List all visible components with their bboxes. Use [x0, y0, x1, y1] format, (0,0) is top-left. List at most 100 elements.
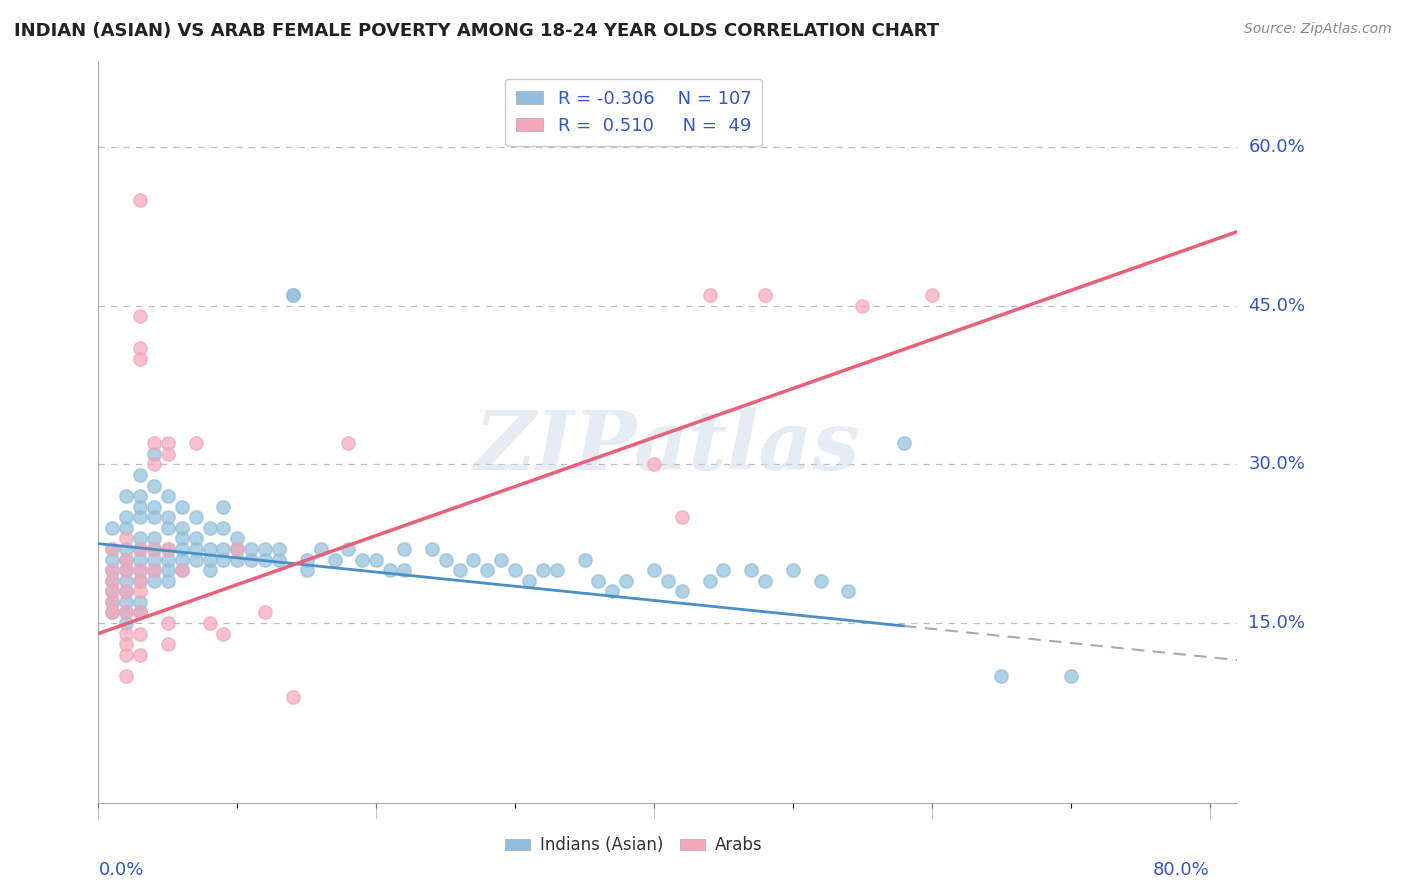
Point [115, 552, 138, 566]
Point [115, 595, 138, 609]
Point [129, 500, 152, 514]
Point [101, 552, 124, 566]
Text: 60.0%: 60.0% [1249, 138, 1305, 156]
Point [309, 541, 332, 556]
Point [671, 510, 693, 524]
Point [143, 510, 166, 524]
Point [115, 563, 138, 577]
Point [212, 521, 235, 535]
Point [115, 606, 138, 620]
Point [671, 584, 693, 599]
Point [129, 595, 152, 609]
Point [115, 541, 138, 556]
Point [837, 584, 859, 599]
Text: Source: ZipAtlas.com: Source: ZipAtlas.com [1244, 22, 1392, 37]
Point [240, 541, 263, 556]
Point [254, 552, 277, 566]
Point [337, 436, 360, 450]
Point [101, 574, 124, 588]
Point [156, 489, 179, 503]
Text: ZIPatlas: ZIPatlas [475, 408, 860, 487]
Point [129, 341, 152, 355]
Point [226, 541, 249, 556]
Point [156, 521, 179, 535]
Point [156, 447, 179, 461]
Point [170, 521, 193, 535]
Point [143, 574, 166, 588]
Point [115, 637, 138, 651]
Point [851, 299, 873, 313]
Point [170, 563, 193, 577]
Legend: Indians (Asian), Arabs: Indians (Asian), Arabs [498, 830, 769, 861]
Point [281, 288, 304, 302]
Point [420, 541, 443, 556]
Point [101, 606, 124, 620]
Point [156, 436, 179, 450]
Point [115, 584, 138, 599]
Point [184, 541, 207, 556]
Point [143, 563, 166, 577]
Point [295, 552, 318, 566]
Point [143, 447, 166, 461]
Point [143, 563, 166, 577]
Point [267, 541, 290, 556]
Point [143, 541, 166, 556]
Point [713, 563, 735, 577]
Point [143, 500, 166, 514]
Point [281, 288, 304, 302]
Point [392, 563, 415, 577]
Point [129, 606, 152, 620]
Point [115, 532, 138, 546]
Point [657, 574, 679, 588]
Point [184, 436, 207, 450]
Point [574, 552, 596, 566]
Point [156, 637, 179, 651]
Point [449, 563, 471, 577]
Point [614, 574, 637, 588]
Point [170, 532, 193, 546]
Point [754, 574, 776, 588]
Point [546, 563, 568, 577]
Point [198, 541, 221, 556]
Point [893, 436, 915, 450]
Point [531, 563, 554, 577]
Point [281, 690, 304, 704]
Point [503, 563, 526, 577]
Point [143, 436, 166, 450]
Point [366, 552, 388, 566]
Point [101, 563, 124, 577]
Point [115, 606, 138, 620]
Text: 45.0%: 45.0% [1249, 297, 1306, 315]
Point [392, 541, 415, 556]
Point [782, 563, 804, 577]
Point [156, 510, 179, 524]
Point [352, 552, 374, 566]
Point [101, 574, 124, 588]
Point [240, 552, 263, 566]
Point [170, 500, 193, 514]
Point [212, 500, 235, 514]
Point [477, 563, 499, 577]
Point [170, 552, 193, 566]
Point [254, 606, 277, 620]
Point [156, 552, 179, 566]
Point [115, 626, 138, 640]
Point [115, 552, 138, 566]
Point [699, 288, 721, 302]
Point [254, 541, 277, 556]
Point [101, 595, 124, 609]
Point [115, 489, 138, 503]
Point [115, 648, 138, 662]
Point [129, 510, 152, 524]
Text: 0.0%: 0.0% [98, 861, 143, 879]
Text: 80.0%: 80.0% [1153, 861, 1209, 879]
Point [378, 563, 401, 577]
Point [115, 615, 138, 630]
Point [129, 351, 152, 366]
Point [184, 510, 207, 524]
Point [267, 552, 290, 566]
Point [754, 288, 776, 302]
Point [226, 532, 249, 546]
Point [156, 541, 179, 556]
Point [115, 574, 138, 588]
